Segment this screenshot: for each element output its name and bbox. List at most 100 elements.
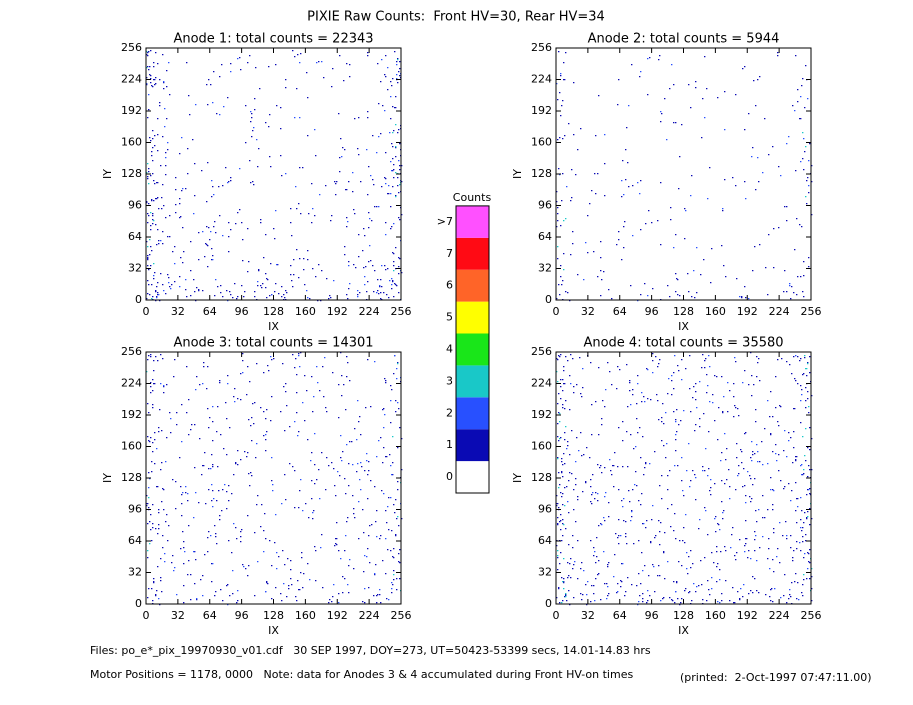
- colorbar-cell: [456, 333, 489, 366]
- x-tick-label: 224: [769, 305, 790, 318]
- y-axis-label: IY: [511, 473, 524, 483]
- y-tick-label: 160: [121, 136, 142, 149]
- y-tick-label: 128: [531, 471, 552, 484]
- y-tick-label: 192: [121, 104, 142, 117]
- x-tick-label: 160: [705, 609, 726, 622]
- y-tick-label: 256: [121, 345, 142, 358]
- y-tick-label: 64: [538, 534, 552, 547]
- x-tick-label: 192: [327, 609, 348, 622]
- footer-motor: Motor Positions = 1178, 0000 Note: data …: [90, 668, 633, 681]
- y-tick-label: 224: [531, 73, 552, 86]
- count-texture: [556, 51, 813, 302]
- y-axis-label: IY: [511, 169, 524, 179]
- x-tick-label: 64: [203, 305, 217, 318]
- count-texture: [556, 355, 813, 604]
- x-axis-label: IX: [268, 320, 279, 333]
- x-tick-label: 256: [391, 609, 412, 622]
- y-tick-label: 160: [531, 440, 552, 453]
- count-texture: [566, 355, 810, 606]
- panel-title: Anode 2: total counts = 5944: [588, 32, 780, 47]
- y-tick-label: 192: [121, 408, 142, 421]
- y-tick-label: 64: [538, 230, 552, 243]
- colorbar-cell: [456, 429, 489, 462]
- y-tick-label: 224: [121, 73, 142, 86]
- y-tick-label: 64: [128, 230, 142, 243]
- colorbar-label: >7: [437, 215, 453, 228]
- x-tick-label: 128: [263, 305, 284, 318]
- x-tick-label: 128: [673, 609, 694, 622]
- x-tick-label: 160: [705, 305, 726, 318]
- plot-frame: [145, 351, 402, 605]
- x-axis-label: IX: [268, 624, 279, 637]
- y-tick-label: 256: [121, 41, 142, 54]
- colorbar-cell: [456, 237, 489, 270]
- y-tick-label: 160: [531, 136, 552, 149]
- y-tick-label: 0: [545, 597, 552, 610]
- y-tick-label: 192: [531, 408, 552, 421]
- x-tick-label: 64: [203, 609, 217, 622]
- x-tick-label: 32: [171, 305, 185, 318]
- count-texture: [148, 355, 402, 606]
- y-axis-label: IY: [101, 169, 114, 179]
- y-tick-label: 192: [531, 104, 552, 117]
- colorbar-label: 1: [446, 438, 453, 451]
- x-tick-label: 128: [263, 609, 284, 622]
- y-tick-label: 224: [121, 377, 142, 390]
- x-tick-label: 224: [359, 305, 380, 318]
- y-tick-label: 96: [538, 503, 552, 516]
- x-tick-label: 32: [581, 609, 595, 622]
- x-tick-label: 0: [553, 609, 560, 622]
- panel-title: Anode 4: total counts = 35580: [583, 336, 783, 351]
- figure-title: PIXIE Raw Counts: Front HV=30, Rear HV=3…: [307, 10, 605, 25]
- x-tick-label: 128: [673, 305, 694, 318]
- count-texture: [556, 58, 810, 302]
- colorbar-label: 6: [446, 279, 453, 292]
- x-tick-label: 160: [295, 609, 316, 622]
- y-tick-label: 32: [128, 566, 142, 579]
- colorbar-label: 0: [446, 470, 453, 483]
- y-tick-label: 0: [135, 597, 142, 610]
- colorbar-cell: [456, 269, 489, 302]
- colorbar-cell: [456, 301, 489, 334]
- colorbar-label: 3: [446, 374, 453, 387]
- y-tick-label: 160: [121, 440, 142, 453]
- y-tick-label: 128: [121, 471, 142, 484]
- y-tick-label: 96: [538, 199, 552, 212]
- colorbar-cell: [456, 205, 489, 238]
- x-tick-label: 96: [235, 609, 249, 622]
- plot-frame: [555, 351, 812, 605]
- y-tick-label: 0: [545, 293, 552, 306]
- x-tick-label: 192: [737, 305, 758, 318]
- colorbar-title: Counts: [453, 191, 492, 204]
- y-tick-label: 256: [531, 345, 552, 358]
- count-texture: [146, 363, 402, 592]
- y-tick-label: 64: [128, 534, 142, 547]
- y-tick-label: 128: [121, 167, 142, 180]
- x-tick-label: 64: [613, 609, 627, 622]
- x-tick-label: 32: [171, 609, 185, 622]
- colorbar-label: 2: [446, 406, 453, 419]
- x-axis-label: IX: [678, 320, 689, 333]
- x-tick-label: 192: [737, 609, 758, 622]
- x-tick-label: 224: [359, 609, 380, 622]
- count-texture: [146, 51, 402, 300]
- y-tick-label: 32: [128, 262, 142, 275]
- x-tick-label: 96: [235, 305, 249, 318]
- colorbar-cell: [456, 397, 489, 430]
- x-tick-label: 32: [581, 305, 595, 318]
- panel-title: Anode 3: total counts = 14301: [173, 336, 373, 351]
- x-tick-label: 0: [143, 609, 150, 622]
- x-tick-label: 256: [801, 609, 822, 622]
- count-texture: [556, 352, 813, 606]
- colorbar-label: 7: [446, 247, 453, 260]
- colorbar-label: 5: [446, 311, 453, 324]
- colorbar-cell: [456, 461, 489, 493]
- x-tick-label: 0: [143, 305, 150, 318]
- x-tick-label: 192: [327, 305, 348, 318]
- count-texture: [146, 352, 403, 606]
- panel-title: Anode 1: total counts = 22343: [173, 32, 373, 47]
- footer-printed: (printed: 2-Oct-1997 07:47:11.00): [680, 671, 872, 684]
- y-tick-label: 128: [531, 167, 552, 180]
- y-tick-label: 224: [531, 377, 552, 390]
